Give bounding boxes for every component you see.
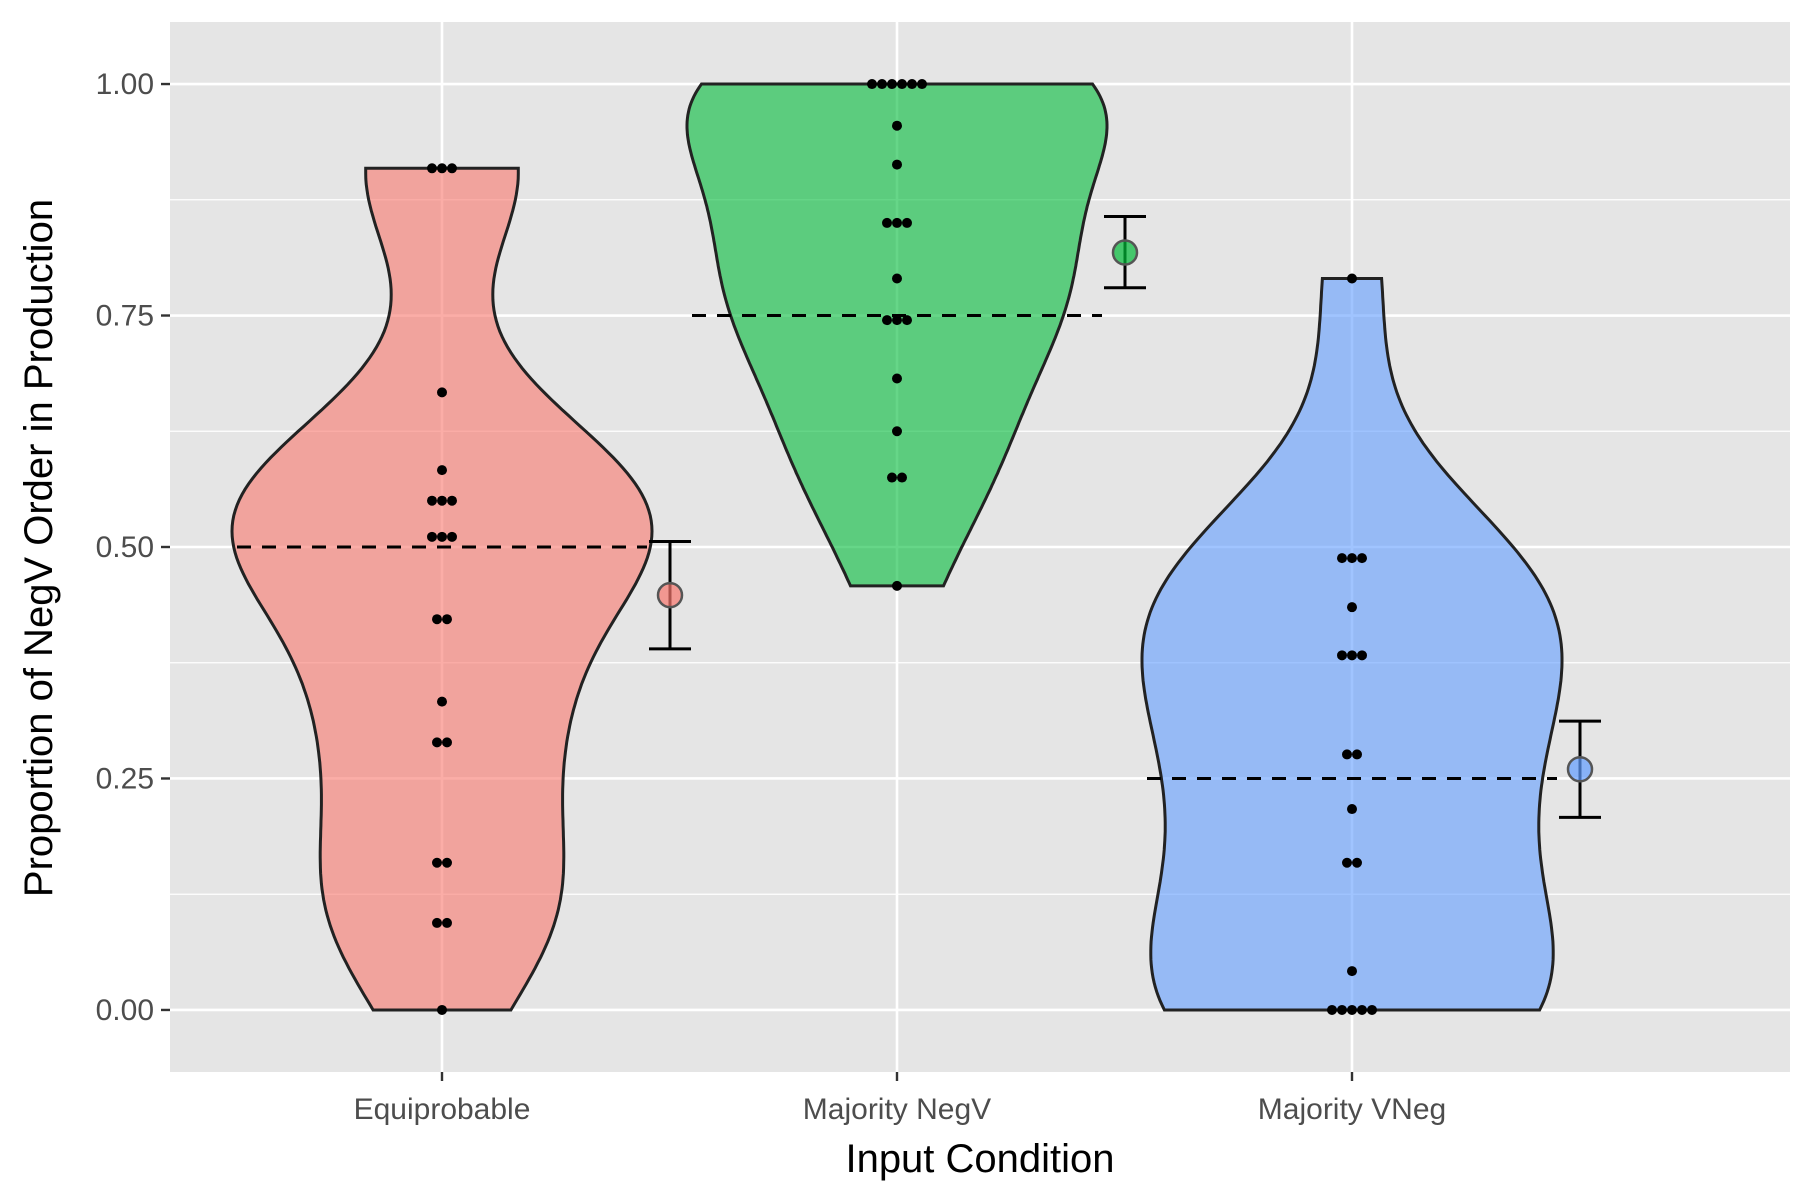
violin-shape [685, 82, 1109, 588]
data-point [1347, 273, 1357, 284]
data-point [1337, 1004, 1347, 1015]
data-point [437, 387, 447, 398]
data-point [432, 737, 442, 748]
y-axis-title: Proportion of NegV Order in Production [17, 199, 61, 897]
data-point [1357, 650, 1367, 661]
data-point [432, 917, 442, 928]
data-point [892, 120, 902, 131]
data-point [432, 614, 442, 625]
data-point [897, 472, 907, 483]
data-point [1352, 749, 1362, 760]
data-point [877, 79, 887, 90]
data-point [437, 465, 447, 476]
data-point [907, 79, 917, 90]
y-tick-label: 0.00 [96, 994, 154, 1027]
data-point [882, 217, 892, 228]
violin-shape [230, 166, 654, 1012]
data-point [902, 315, 912, 326]
data-points [427, 79, 1377, 1015]
y-tick-label: 0.75 [96, 300, 154, 333]
data-point [887, 472, 897, 483]
data-point [892, 315, 902, 326]
data-point [427, 163, 437, 174]
data-point [1352, 857, 1362, 868]
y-tick-label: 0.25 [96, 762, 154, 795]
x-tick-label: Majority NegV [803, 1093, 991, 1126]
data-point [437, 495, 447, 506]
data-point [1347, 804, 1357, 815]
mean-marker [1566, 755, 1594, 783]
violin-shape [1140, 277, 1564, 1012]
data-point [892, 373, 902, 384]
data-point [892, 273, 902, 284]
data-point [1347, 966, 1357, 977]
axes: 0.00 0.25 0.50 0.75 1.00 Equiprobable Majority… [96, 68, 1447, 1126]
data-point [1337, 650, 1347, 661]
data-point [427, 531, 437, 542]
data-point [1357, 553, 1367, 564]
data-point [432, 857, 442, 868]
x-tick-label: Equiprobable [354, 1093, 531, 1126]
y-tick-label: 0.50 [96, 531, 154, 564]
data-point [1342, 857, 1352, 868]
data-point [902, 217, 912, 228]
data-point [892, 159, 902, 170]
data-point [442, 737, 452, 748]
data-point [442, 857, 452, 868]
data-point [447, 163, 457, 174]
data-point [447, 495, 457, 506]
data-point [892, 217, 902, 228]
data-point [892, 426, 902, 437]
mean-marker [656, 581, 684, 609]
error-bars [649, 214, 1601, 819]
data-point [1342, 749, 1352, 760]
data-point [917, 79, 927, 90]
data-point [897, 79, 907, 90]
data-point [447, 531, 457, 542]
y-tick-label: 1.00 [96, 68, 154, 101]
data-point [1347, 553, 1357, 564]
mean-marker [1111, 239, 1139, 266]
data-point [437, 163, 447, 174]
data-point [1367, 1004, 1377, 1015]
data-point [442, 917, 452, 928]
data-point [1357, 1004, 1367, 1015]
data-point [437, 1004, 447, 1015]
data-point [882, 315, 892, 326]
data-point [892, 580, 902, 591]
data-point [1347, 602, 1357, 613]
data-point [1347, 650, 1357, 661]
data-point [427, 495, 437, 506]
violins [230, 82, 1564, 1012]
x-tick-label: Majority VNeg [1258, 1093, 1446, 1126]
data-point [1337, 553, 1347, 564]
x-axis-title: Input Condition [845, 1137, 1114, 1181]
data-point [887, 79, 897, 90]
data-point [1327, 1004, 1337, 1015]
data-point [442, 614, 452, 625]
data-point [1347, 1004, 1357, 1015]
data-point [437, 696, 447, 707]
data-point [437, 531, 447, 542]
data-point [867, 79, 877, 90]
